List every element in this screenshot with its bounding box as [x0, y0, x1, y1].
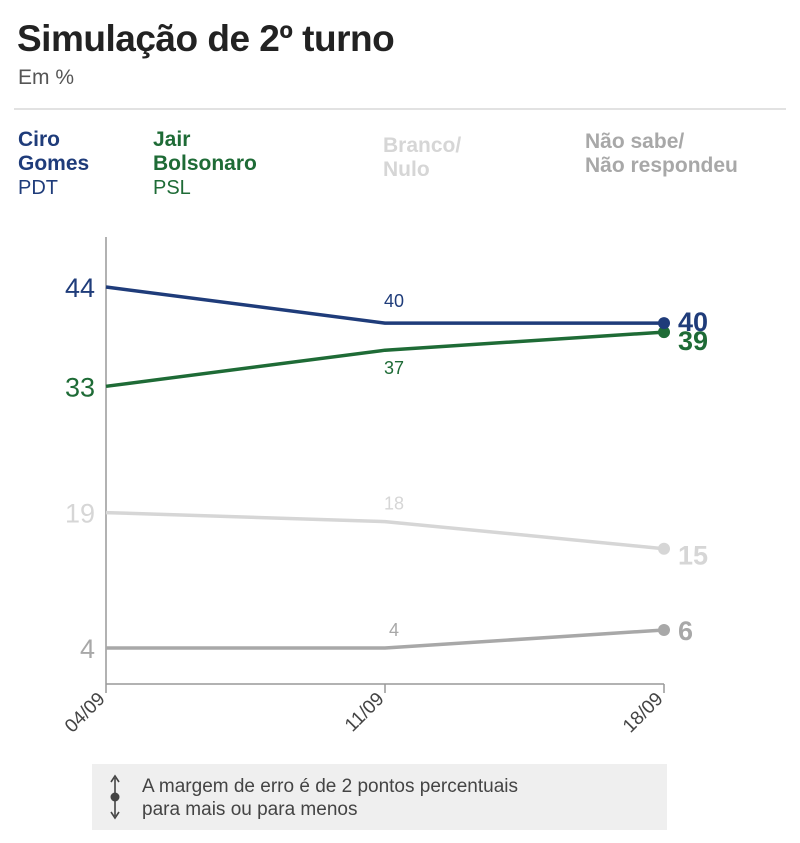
- error-margin-icon: [110, 774, 120, 820]
- end-point: [658, 326, 670, 339]
- x-tick-label: 11/09: [341, 689, 388, 736]
- legend-name-line1: Ciro: [18, 128, 60, 151]
- start-value-label: 44: [65, 273, 95, 303]
- start-value-label: 33: [65, 372, 95, 402]
- legend-name-line1: Jair: [153, 128, 191, 151]
- legend-name-line2: Nulo: [383, 158, 430, 181]
- note-text: A margem de erro é de 2 pontos percentua…: [142, 775, 518, 821]
- end-point: [658, 623, 670, 636]
- legend-name-line2: Gomes: [18, 152, 90, 175]
- legend-name-line1: Branco/: [383, 134, 462, 157]
- legend-name-line2: Não respondeu: [585, 154, 738, 177]
- legend-name-line2: Bolsonaro: [153, 152, 257, 175]
- legend-item-nao-sabe: Não sabe/ Não respondeu: [585, 130, 738, 178]
- mid-value-label: 37: [384, 358, 404, 378]
- series-line: [105, 510, 665, 551]
- chart-title: Simulação de 2º turno: [17, 18, 395, 59]
- legend-item-ciro-gomes: Ciro Gomes PDT: [18, 128, 89, 200]
- start-value-label: 19: [65, 499, 95, 529]
- chart-subtitle: Em %: [18, 66, 75, 89]
- series-line: [105, 330, 665, 389]
- mid-value-label: 18: [384, 494, 404, 514]
- end-value-label: 39: [678, 326, 708, 356]
- legend-item-jair-bolsonaro: Jair Bolsonaro PSL: [153, 128, 257, 200]
- legend-party: PSL: [153, 177, 191, 199]
- end-value-label: 15: [678, 541, 708, 571]
- mid-value-label: 4: [389, 620, 399, 640]
- end-value-label: 40: [678, 307, 708, 337]
- note-line-1: A margem de erro é de 2 pontos percentua…: [142, 776, 519, 797]
- legend-name-line1: Não sabe/: [585, 130, 685, 153]
- end-point: [658, 317, 670, 330]
- legend-item-branco-nulo: Branco/ Nulo: [383, 134, 461, 182]
- start-value-label: 4: [80, 634, 95, 664]
- series-line: [106, 628, 665, 650]
- mid-value-label: 40: [384, 291, 404, 311]
- end-point: [658, 542, 670, 555]
- x-tick-label: 04/09: [61, 689, 109, 737]
- series-line: [105, 285, 664, 325]
- note-line-2: para mais ou para menos: [142, 799, 358, 820]
- header-divider: [14, 108, 786, 110]
- legend-party: PDT: [18, 177, 58, 199]
- end-value-label: 6: [678, 616, 693, 646]
- x-tick-label: 18/09: [619, 689, 667, 737]
- margin-of-error-note: A margem de erro é de 2 pontos percentua…: [92, 764, 667, 830]
